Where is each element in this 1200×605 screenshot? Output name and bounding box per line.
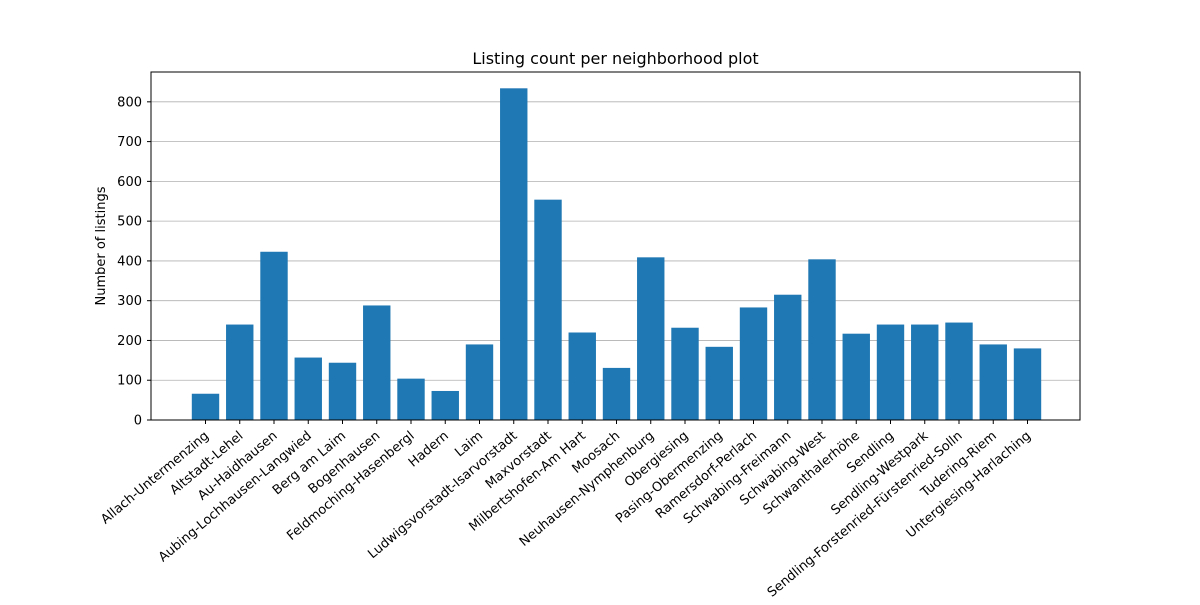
plot-frame xyxy=(150,71,1081,421)
x-axis-ticks: Allach-UntermenzingAltstadt-LehelAu-Haid… xyxy=(98,420,1034,600)
y-axis-ticks: 0 100 200 300 400 500 600 700 800 xyxy=(117,95,151,429)
bar xyxy=(363,305,391,420)
bar xyxy=(568,332,596,420)
y-tick-label: 700 xyxy=(117,135,142,150)
bar xyxy=(500,88,528,421)
bar xyxy=(397,378,425,420)
bar xyxy=(637,257,665,420)
bar xyxy=(739,307,768,420)
bar xyxy=(774,294,802,420)
y-tick-label: 300 xyxy=(117,294,142,309)
y-tick-label: 200 xyxy=(117,334,142,349)
chart-title: Listing count per neighborhood plot xyxy=(472,49,758,68)
bar xyxy=(260,251,288,420)
bar xyxy=(534,199,562,420)
bar xyxy=(431,390,459,420)
bar xyxy=(876,324,905,420)
y-tick-label: 0 xyxy=(134,414,142,429)
y-tick-label: 500 xyxy=(117,215,142,230)
bar xyxy=(191,393,220,420)
bar xyxy=(465,344,494,420)
bar xyxy=(294,357,322,420)
y-tick-label: 600 xyxy=(117,175,142,190)
bar xyxy=(671,327,699,420)
bar xyxy=(602,367,631,420)
bar xyxy=(945,322,973,420)
bar xyxy=(328,362,357,420)
bar xyxy=(842,333,870,420)
bar xyxy=(911,324,939,420)
bar xyxy=(808,259,836,420)
bars xyxy=(191,88,1042,421)
bar xyxy=(226,324,254,420)
bar xyxy=(1013,348,1042,420)
bar xyxy=(705,346,733,420)
y-tick-label: 400 xyxy=(117,254,142,269)
y-axis-label: Number of listings xyxy=(94,186,109,305)
bar xyxy=(979,344,1007,420)
y-tick-label: 100 xyxy=(117,374,142,389)
y-tick-label: 800 xyxy=(117,95,142,110)
